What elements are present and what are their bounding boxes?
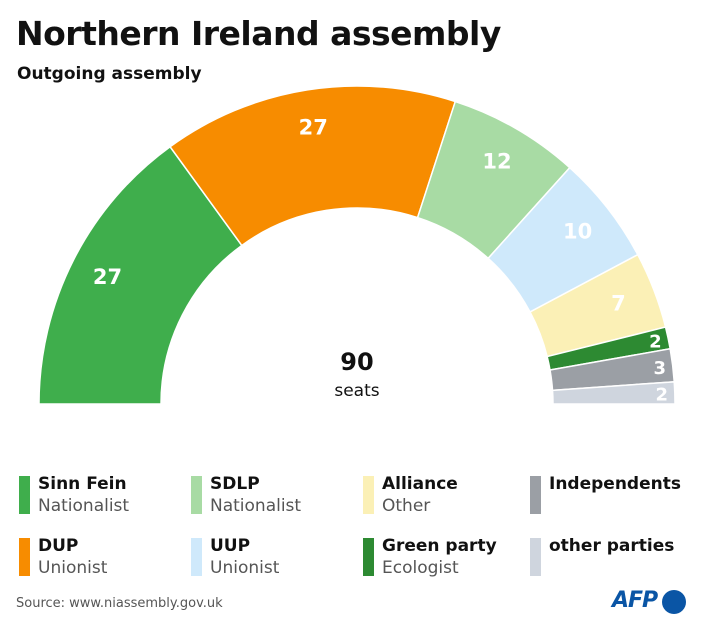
slice-sinn-fein (38, 145, 243, 405)
legend-party-name: Alliance (382, 474, 458, 494)
legend-item-uup: UUP Unionist (191, 532, 361, 582)
slice-label-sinn-fein: 27 (93, 265, 122, 289)
legend-party-name: Independents (549, 474, 681, 494)
legend-party-name: other parties (549, 536, 675, 556)
legend-swatch (191, 538, 202, 576)
chart-subtitle: Outgoing assembly (17, 64, 202, 84)
legend-item-dup: DUP Unionist (19, 532, 189, 582)
legend-party-name: DUP (38, 536, 79, 556)
legend-party-name: Green party (382, 536, 497, 556)
chart-slices (38, 85, 676, 405)
slice-label-green-party: 2 (649, 332, 662, 353)
legend-swatch (191, 476, 202, 514)
afp-logo: AFP (612, 588, 692, 616)
slice-label-alliance: 7 (611, 292, 626, 316)
legend-item-green-party: Green party Ecologist (363, 532, 533, 582)
legend-party-group: Unionist (38, 558, 108, 578)
legend-party-name: SDLP (210, 474, 260, 494)
slice-label-sdlp: 12 (482, 150, 511, 174)
legend-swatch (530, 476, 541, 514)
legend: Sinn Fein Nationalist SDLP Nationalist A… (0, 470, 705, 590)
total-seats-unit: seats (334, 381, 379, 401)
legend-swatch (530, 538, 541, 576)
legend-swatch (363, 476, 374, 514)
legend-party-group: Nationalist (210, 496, 302, 516)
hemicycle-chart: 27 27 12 10 7 2 3 2 90 seats (38, 85, 676, 405)
legend-item-sdlp: SDLP Nationalist (191, 470, 361, 520)
legend-item-alliance: Alliance Other (363, 470, 533, 520)
legend-item-sinn-fein: Sinn Fein Nationalist (19, 470, 189, 520)
legend-swatch (19, 538, 30, 576)
source-note: Source: www.niassembly.gov.uk (16, 596, 223, 611)
slice-label-dup: 27 (299, 115, 328, 139)
total-seats-value: 90 (340, 348, 373, 376)
afp-logo-dot (662, 590, 686, 614)
legend-item-independents: Independents (530, 470, 700, 520)
slice-dup (169, 85, 457, 247)
legend-swatch (363, 538, 374, 576)
legend-party-group: Ecologist (382, 558, 459, 578)
slice-label-independents: 3 (653, 358, 666, 379)
chart-slice-labels: 27 27 12 10 7 2 3 2 (93, 115, 668, 405)
legend-item-other-parties: other parties (530, 532, 700, 582)
legend-party-group: Unionist (210, 558, 280, 578)
slice-label-uup: 10 (563, 220, 592, 244)
legend-party-name: Sinn Fein (38, 474, 127, 494)
afp-logo-text: AFP (612, 588, 658, 613)
legend-swatch (19, 476, 30, 514)
legend-party-group: Other (382, 496, 431, 516)
legend-party-group: Nationalist (38, 496, 130, 516)
slice-other-parties (551, 381, 676, 405)
chart-title: Northern Ireland assembly (16, 14, 501, 53)
slice-label-other-parties: 2 (656, 384, 669, 405)
legend-party-name: UUP (210, 536, 251, 556)
